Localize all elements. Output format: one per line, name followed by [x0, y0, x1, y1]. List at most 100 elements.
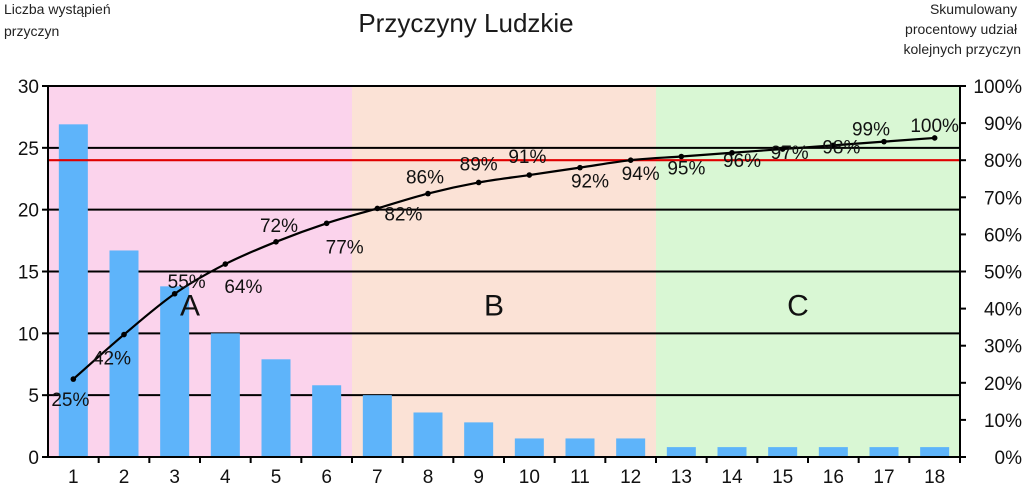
zone-c-label: C [787, 290, 809, 323]
bar-10 [514, 438, 544, 457]
bar-17 [869, 447, 899, 457]
cumulative-label-5: 72% [260, 216, 298, 237]
x-tick-label-18: 18 [924, 467, 945, 487]
y-axis-title: Liczba wystąpień przyczyn [4, 1, 115, 39]
y2-tick-label-20: 20% [984, 374, 1022, 395]
x-tick-label-1: 1 [68, 467, 79, 487]
x-tick-label-12: 12 [620, 467, 641, 487]
x-tick-label-10: 10 [519, 467, 540, 487]
bar-13 [666, 447, 696, 457]
bar-5 [261, 359, 291, 457]
bar-6 [312, 385, 342, 457]
bar-2 [109, 250, 139, 457]
cumulative-label-11: 92% [571, 172, 609, 193]
zone-a-label: A [180, 290, 200, 323]
cumulative-label-10: 91% [508, 147, 546, 168]
cumulative-label-13: 95% [667, 158, 705, 179]
bar-15 [768, 447, 798, 457]
y2-tick-label-0: 0% [995, 448, 1023, 469]
y-axis-title-line-1: Liczba wystąpień [4, 1, 111, 17]
y-tick-label-25: 25 [18, 139, 39, 160]
bar-14 [717, 447, 747, 457]
cumulative-label-14: 96% [723, 151, 761, 172]
bar-11 [565, 438, 595, 457]
cumulative-label-1: 25% [51, 390, 89, 411]
bar-1 [58, 124, 88, 457]
cumulative-label-12: 94% [622, 164, 660, 185]
y2-axis-title-line-3: kolejnych przyczyn [904, 41, 1022, 57]
chart-title: Przyczyny Ludzkie [358, 8, 573, 38]
x-tick-label-9: 9 [473, 467, 484, 487]
x-tick-label-5: 5 [271, 467, 282, 487]
y-axis-title-line-2: przyczyn [4, 23, 59, 39]
axes [42, 85, 966, 463]
y2-tick-label-30: 30% [984, 337, 1022, 358]
cumulative-label-7: 82% [384, 204, 422, 225]
bar-18 [920, 447, 950, 457]
x-tick-label-8: 8 [423, 467, 434, 487]
text-labels: A B C0510152025300%10%20%30%40%50%60%70%80… [18, 77, 1022, 487]
cumulative-point-17 [881, 138, 887, 145]
cumulative-label-9: 89% [460, 154, 498, 175]
y2-axis-title-line-2: procentowy udział [905, 21, 1018, 37]
bar-16 [818, 447, 848, 457]
y-tick-label-5: 5 [28, 386, 39, 407]
x-tick-label-11: 11 [570, 467, 590, 487]
x-tick-label-16: 16 [823, 467, 844, 487]
y2-tick-label-60: 60% [984, 225, 1022, 246]
y2-tick-label-50: 50% [984, 263, 1022, 284]
cumulative-label-15: 97% [771, 143, 809, 164]
y2-axis-title: Skumulowany procentowy udział kolejnych … [904, 1, 1022, 57]
cumulative-label-17: 99% [852, 120, 890, 141]
x-tick-label-6: 6 [321, 467, 332, 487]
y2-axis-title-line-1: Skumulowany [930, 1, 1017, 17]
y-tick-label-10: 10 [18, 324, 39, 345]
cumulative-point-12 [627, 157, 634, 163]
x-tick-label-2: 2 [119, 467, 130, 487]
cumulative-point-8 [425, 190, 431, 197]
cumulative-label-18: 100% [910, 116, 959, 137]
y-tick-label-0: 0 [28, 448, 39, 469]
cumulative-point-13 [678, 153, 685, 160]
cumulative-label-16: 98% [822, 137, 860, 158]
cumulative-point-15 [779, 146, 786, 152]
x-tick-label-3: 3 [169, 467, 180, 487]
cumulative-label-8: 86% [406, 168, 444, 189]
cumulative-point-18 [931, 135, 938, 141]
y-tick-label-30: 30 [18, 77, 39, 98]
x-tick-label-13: 13 [671, 467, 692, 487]
bar-4 [210, 333, 240, 457]
cumulative-point-9 [475, 179, 482, 186]
x-tick-label-15: 15 [772, 467, 793, 487]
cumulative-label-4: 64% [224, 277, 262, 298]
cumulative-point-1 [70, 376, 77, 382]
x-tick-label-7: 7 [372, 467, 383, 487]
cumulative-point-4 [222, 261, 229, 267]
y2-tick-label-70: 70% [984, 188, 1022, 209]
cumulative-label-2: 42% [93, 349, 131, 370]
cumulative-point-14 [729, 149, 735, 156]
cumulative-point-16 [830, 142, 837, 149]
x-tick-label-4: 4 [220, 467, 231, 487]
x-tick-label-17: 17 [873, 467, 894, 487]
cumulative-point-10 [526, 172, 533, 178]
bar-12 [616, 438, 646, 457]
y2-tick-label-100: 100% [973, 77, 1022, 98]
bar-3 [160, 286, 190, 457]
cumulative-label-3: 55% [168, 272, 206, 293]
bar-8 [413, 412, 443, 457]
cumulative-point-2 [121, 331, 127, 338]
bar-9 [464, 422, 494, 457]
cumulative-point-3 [171, 290, 178, 297]
cumulative-series [70, 135, 938, 382]
y2-tick-label-10: 10% [984, 411, 1022, 432]
y-tick-label-15: 15 [18, 263, 39, 284]
y-tick-label-20: 20 [18, 201, 39, 222]
x-tick-label-14: 14 [721, 467, 743, 487]
zone-b-label: B [484, 290, 504, 323]
y2-tick-label-90: 90% [984, 114, 1022, 135]
bar-7 [362, 395, 392, 457]
y2-tick-label-40: 40% [984, 300, 1022, 321]
bar-series [58, 124, 950, 457]
